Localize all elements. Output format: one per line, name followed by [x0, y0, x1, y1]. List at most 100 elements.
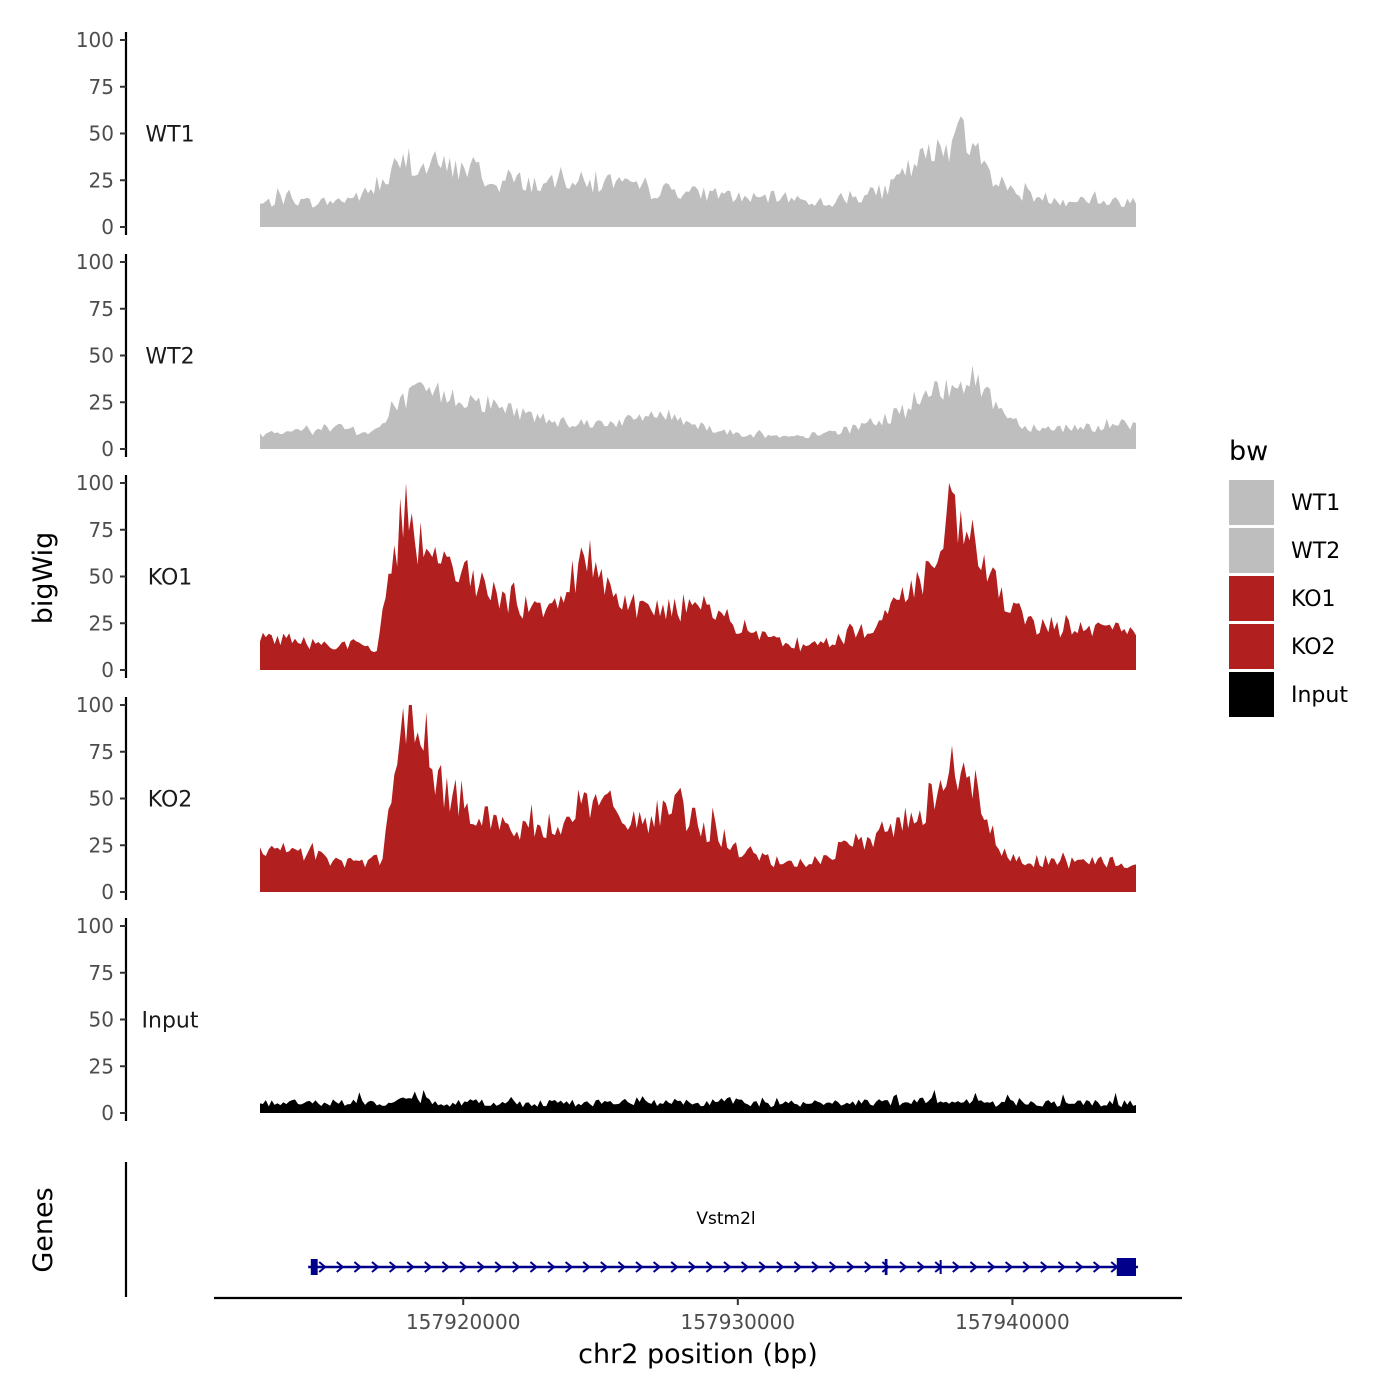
strand-arrow [459, 1261, 468, 1273]
y-tick-label: 25 [89, 833, 114, 857]
strand-arrow [776, 1261, 785, 1273]
strand-arrow [969, 1261, 978, 1273]
strand-arrow [987, 1261, 996, 1273]
strand-arrow [652, 1261, 662, 1273]
strand-arrow [388, 1261, 398, 1273]
legend-label-input: Input [1291, 683, 1348, 708]
exon [1116, 1258, 1136, 1276]
x-axis-title: chr2 position (bp) [578, 1339, 818, 1370]
track-label: WT2 [145, 345, 194, 370]
track-label: KO1 [148, 566, 193, 591]
y-tick-label: 0 [101, 215, 114, 239]
strand-arrow [828, 1261, 838, 1273]
legend-key-input [1229, 672, 1274, 717]
strand-arrow [406, 1261, 415, 1273]
track-ko1: 0 25 50 75 100 KO1 [76, 471, 1136, 682]
gene-model [308, 1258, 1138, 1276]
strand-arrow [811, 1261, 820, 1273]
y-tick-label: 100 [76, 471, 114, 495]
y-tick-label: 50 [89, 787, 114, 811]
strand-arrow [688, 1261, 697, 1273]
strand-arrow [318, 1261, 327, 1273]
strand-arrow [740, 1261, 750, 1273]
legend-label-ko2: KO2 [1291, 635, 1336, 660]
strand-arrow [1040, 1261, 1049, 1273]
strand-arrow [336, 1261, 345, 1273]
track-label: Input [142, 1009, 199, 1034]
strand-arrow [441, 1261, 450, 1273]
strand-arrow [512, 1261, 521, 1273]
y-tick-label: 25 [89, 390, 114, 414]
track-label: WT1 [145, 123, 194, 148]
strand-arrow [864, 1261, 873, 1273]
legend: bw WT1 WT2 KO1 KO2 Input [1229, 436, 1348, 717]
strand-arrow [916, 1261, 926, 1273]
y-axis-title: bigWig [28, 532, 59, 625]
strand-arrow [899, 1261, 908, 1273]
legend-key-wt1 [1229, 480, 1274, 525]
legend-label-wt1: WT1 [1291, 491, 1340, 516]
y-tick-label: 100 [76, 914, 114, 938]
y-tick-label: 50 [89, 565, 114, 589]
signal-area-ko1 [260, 483, 1136, 670]
strand-arrow [758, 1261, 767, 1273]
y-tick-label: 25 [89, 1054, 114, 1078]
track-ko2: 0 25 50 75 100 KO2 [76, 693, 1136, 904]
strand-arrow [600, 1261, 609, 1273]
exon [884, 1259, 888, 1275]
exon [310, 1259, 318, 1275]
y-tick-label: 100 [76, 693, 114, 717]
y-tick-label: 50 [89, 122, 114, 146]
strand-arrow [564, 1261, 574, 1273]
legend-key-ko1 [1229, 576, 1274, 621]
strand-arrow [1022, 1261, 1031, 1273]
gene-label: Vstm2l [696, 1209, 755, 1229]
legend-label-ko1: KO1 [1291, 587, 1336, 612]
legend-label-wt2: WT2 [1291, 539, 1340, 564]
strand-arrow [371, 1261, 380, 1273]
strand-arrow [952, 1261, 961, 1273]
legend-items: WT1 WT2 KO1 KO2 Input [1229, 480, 1348, 717]
y-tick-label: 75 [89, 740, 114, 764]
strand-arrow [1075, 1261, 1084, 1273]
strand-arrow [793, 1261, 802, 1273]
legend-key-wt2 [1229, 528, 1274, 573]
track-label: KO2 [148, 788, 193, 813]
legend-key-ko2 [1229, 624, 1274, 669]
genes-panel-title: Genes [28, 1187, 59, 1272]
strand-arrow [846, 1261, 855, 1273]
strand-arrow [353, 1261, 362, 1273]
genes-panel: Genes Vstm2l [28, 1162, 1138, 1297]
strand-arrow [670, 1261, 679, 1273]
y-tick-label: 0 [101, 437, 114, 461]
y-tick-label: 50 [89, 1008, 114, 1032]
signal-area-input [260, 1089, 1136, 1113]
strand-arrow [881, 1261, 890, 1273]
y-tick-label: 100 [76, 250, 114, 274]
signal-tracks: 0 25 50 75 100 WT1 0 25 50 75 100 WT2 0 25 50 75 100 KO1 0… [76, 28, 1136, 1125]
signal-area-wt1 [260, 116, 1136, 227]
strand-arrow [476, 1261, 486, 1273]
strand-arrow [547, 1261, 556, 1273]
strand-arrow [635, 1261, 644, 1273]
y-tick-label: 75 [89, 518, 114, 542]
strand-arrow [494, 1261, 503, 1273]
y-tick-label: 75 [89, 961, 114, 985]
strand-arrow [1004, 1261, 1014, 1273]
exon [939, 1260, 942, 1274]
y-tick-label: 25 [89, 168, 114, 192]
track-wt2: 0 25 50 75 100 WT2 [76, 250, 1136, 461]
strand-arrow [1092, 1261, 1102, 1273]
x-ticks: 157920000 157930000 157940000 [406, 1298, 1070, 1334]
strand-arrow [1057, 1261, 1066, 1273]
x-tick-label: 157920000 [406, 1310, 521, 1334]
track-input: 0 25 50 75 100 Input [76, 914, 1136, 1125]
legend-title: bw [1229, 436, 1268, 467]
y-tick-label: 50 [89, 344, 114, 368]
strand-arrow [723, 1261, 732, 1273]
strand-arrow [529, 1261, 538, 1273]
y-tick-label: 0 [101, 880, 114, 904]
signal-area-wt2 [260, 365, 1136, 449]
strand-arrow [617, 1261, 626, 1273]
